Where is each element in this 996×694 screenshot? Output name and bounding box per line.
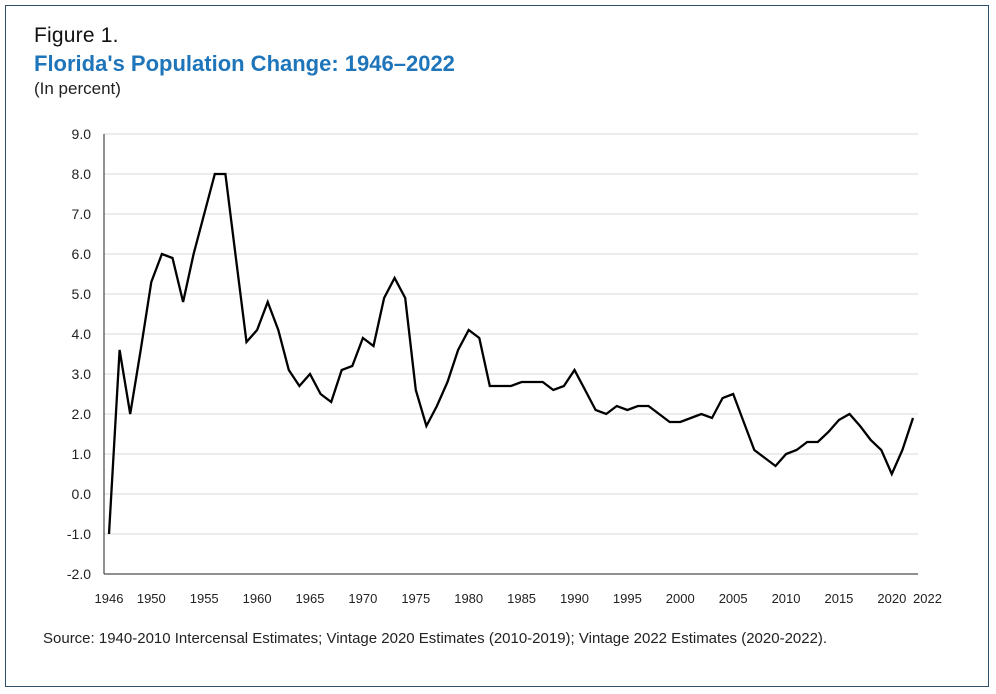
y-tick-label: 8.0 — [72, 166, 92, 182]
x-tick-label: 1965 — [296, 591, 325, 606]
y-tick-label: 7.0 — [72, 206, 92, 222]
x-tick-label: 1995 — [613, 591, 642, 606]
x-tick-label: 2022 — [913, 591, 942, 606]
y-tick-label: -2.0 — [67, 566, 91, 582]
series-line — [107, 172, 915, 535]
x-tick-label: 1980 — [454, 591, 483, 606]
y-tick-label: 0.0 — [72, 486, 92, 502]
y-tick-label: 6.0 — [72, 246, 92, 262]
x-tick-label: 1970 — [348, 591, 377, 606]
source-note: Source: 1940-2010 Intercensal Estimates;… — [43, 630, 828, 647]
y-tick-label: -1.0 — [67, 526, 91, 542]
y-tick-label: 3.0 — [72, 366, 92, 382]
x-tick-labels: 1946 1950 1955 1960 1965 1970 1975 1980 1985 1990… — [95, 591, 942, 606]
y-tick-label: 5.0 — [72, 286, 92, 302]
figure-label: Figure 1. — [34, 24, 119, 47]
figure-frame — [5, 5, 989, 687]
x-tick-label: 1950 — [137, 591, 166, 606]
x-tick-label: 2000 — [666, 591, 695, 606]
x-tick-label: 2010 — [772, 591, 801, 606]
x-tick-label: 1960 — [243, 591, 272, 606]
series-layer — [107, 172, 915, 535]
x-tick-label: 2005 — [719, 591, 748, 606]
x-tick-label: 1975 — [401, 591, 430, 606]
y-tick-label: 1.0 — [72, 446, 92, 462]
y-tick-labels: -2.0 -1.0 0.0 1.0 2.0 3.0 4.0 5.0 6.0 7.0 8.0 9.0 — [67, 126, 91, 582]
gridlines — [104, 133, 918, 535]
x-tick-label: 1985 — [507, 591, 536, 606]
x-tick-label: 1946 — [95, 591, 124, 606]
x-tick-label: 2015 — [824, 591, 853, 606]
chart-title: Florida's Population Change: 1946–2022 — [34, 51, 455, 76]
y-tick-label: 4.0 — [72, 326, 92, 342]
axes — [103, 134, 918, 575]
x-tick-label: 1955 — [190, 591, 219, 606]
x-tick-label: 1990 — [560, 591, 589, 606]
y-tick-label: 2.0 — [72, 406, 92, 422]
x-tick-label: 2020 — [877, 591, 906, 606]
chart-subtitle: (In percent) — [34, 79, 121, 98]
y-tick-label: 9.0 — [72, 126, 92, 142]
